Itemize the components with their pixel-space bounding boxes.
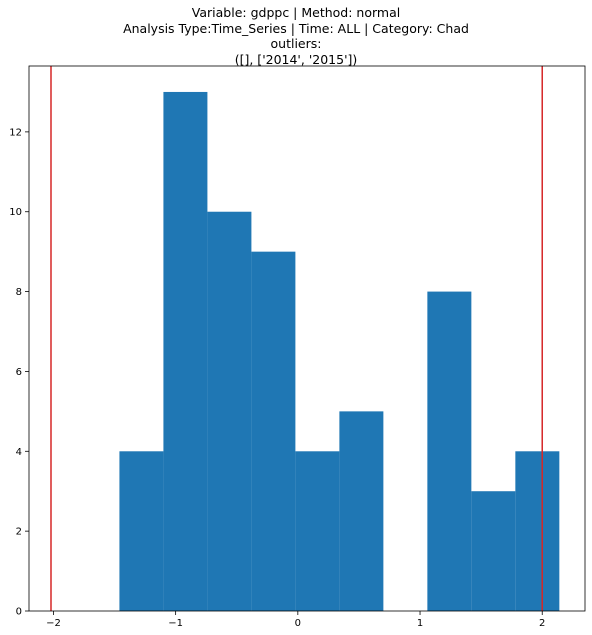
y-tick-label: 6: [16, 367, 22, 378]
title-line-3: outliers:: [270, 36, 322, 52]
x-tick-label: 2: [539, 618, 545, 629]
y-tick-label: 4: [16, 447, 22, 458]
y-tick-label: 2: [16, 527, 22, 538]
x-tick-label: 0: [295, 618, 301, 629]
histogram-bar-4: [251, 251, 296, 611]
y-tick-label: 12: [9, 127, 22, 138]
threshold-lines: [50, 66, 543, 611]
title-line-2: Analysis Type:Time_Series | Time: ALL | …: [123, 20, 469, 36]
x-tick-label: −2: [46, 618, 61, 629]
histogram-bar-1: [119, 451, 164, 611]
histogram-bar-6: [339, 411, 384, 611]
title-line-1: Variable: gdppc | Method: normal: [191, 5, 401, 20]
chart-title: Variable: gdppc | Method: normal Analysi…: [0, 5, 592, 67]
x-tick-label: 1: [417, 618, 423, 629]
y-tick-label: 10: [9, 207, 22, 218]
histogram-bar-2: [163, 91, 208, 611]
y-tick-label: 8: [16, 287, 22, 298]
histogram-bar-10: [515, 451, 560, 611]
histogram-bars: [119, 91, 560, 611]
title-line-4: ([], ['2014', '2015']): [234, 51, 358, 67]
x-tick-label: −1: [168, 618, 183, 629]
plot-frame: [28, 65, 586, 612]
histogram-bar-9: [471, 491, 516, 611]
y-axis: 0 2 4 6 8 10 12: [9, 127, 29, 618]
y-tick-label: 0: [16, 607, 22, 618]
histogram-bar-8: [427, 291, 472, 611]
histogram-bar-5: [295, 451, 340, 611]
histogram-bar-3: [207, 211, 252, 611]
x-axis: −2 −1 0 1 2: [46, 611, 545, 629]
